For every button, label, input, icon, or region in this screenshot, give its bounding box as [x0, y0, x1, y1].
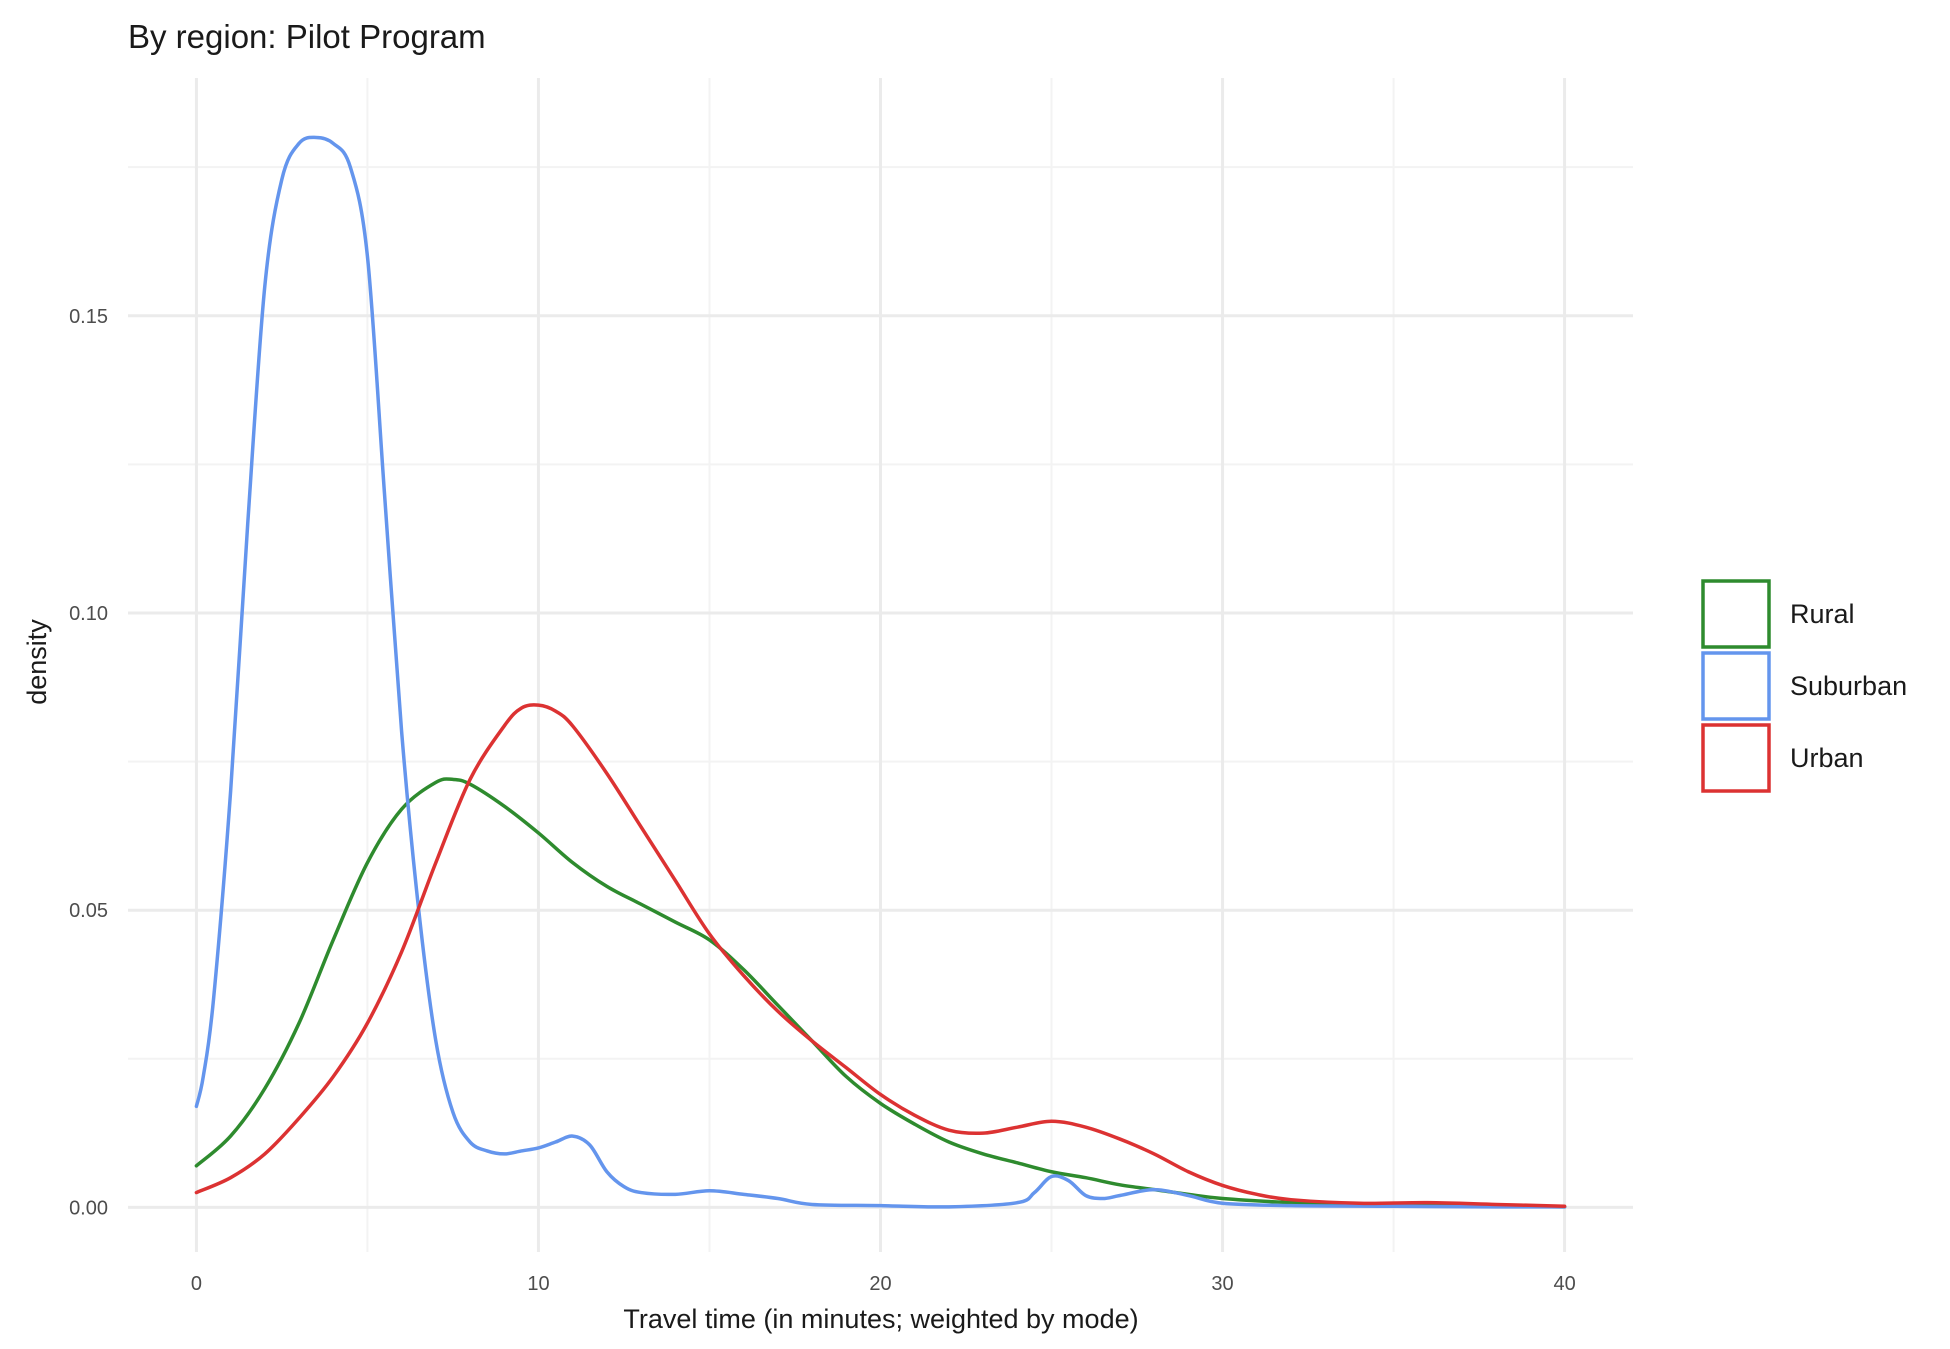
- major-gridlines: [128, 78, 1633, 1252]
- y-tick-label: 0.05: [69, 900, 108, 922]
- x-axis-ticks: 0 10 20 30 40: [191, 1273, 1576, 1295]
- series-layer: [194, 135, 1567, 1209]
- y-tick-label: 0.15: [69, 306, 108, 328]
- x-tick-label: 30: [1211, 1273, 1233, 1295]
- x-tick-label: 10: [527, 1273, 549, 1295]
- x-tick-label: 40: [1553, 1273, 1575, 1295]
- series-line-suburban: [194, 135, 1567, 1209]
- legend-key-rural: [1701, 579, 1771, 649]
- series-line-rural: [194, 777, 1567, 1209]
- y-tick-label: 0.00: [69, 1197, 108, 1219]
- x-axis-title: Travel time (in minutes; weighted by mod…: [623, 1304, 1138, 1334]
- legend-label-urban: Urban: [1790, 743, 1864, 773]
- legend-key-suburban: [1701, 651, 1771, 721]
- y-axis-title: density: [22, 619, 52, 705]
- legend: Rural Suburban Urban: [1701, 579, 1907, 793]
- legend-label-suburban: Suburban: [1790, 671, 1907, 701]
- legend-label-rural: Rural: [1790, 599, 1855, 629]
- legend-key-urban: [1701, 723, 1771, 793]
- x-tick-label: 20: [869, 1273, 891, 1295]
- x-tick-label: 0: [191, 1273, 202, 1295]
- chart-title: By region: Pilot Program: [128, 18, 486, 55]
- series-line-urban: [194, 703, 1567, 1208]
- y-axis-ticks: 0.00 0.05 0.10 0.15: [69, 306, 108, 1220]
- y-tick-label: 0.10: [69, 603, 108, 625]
